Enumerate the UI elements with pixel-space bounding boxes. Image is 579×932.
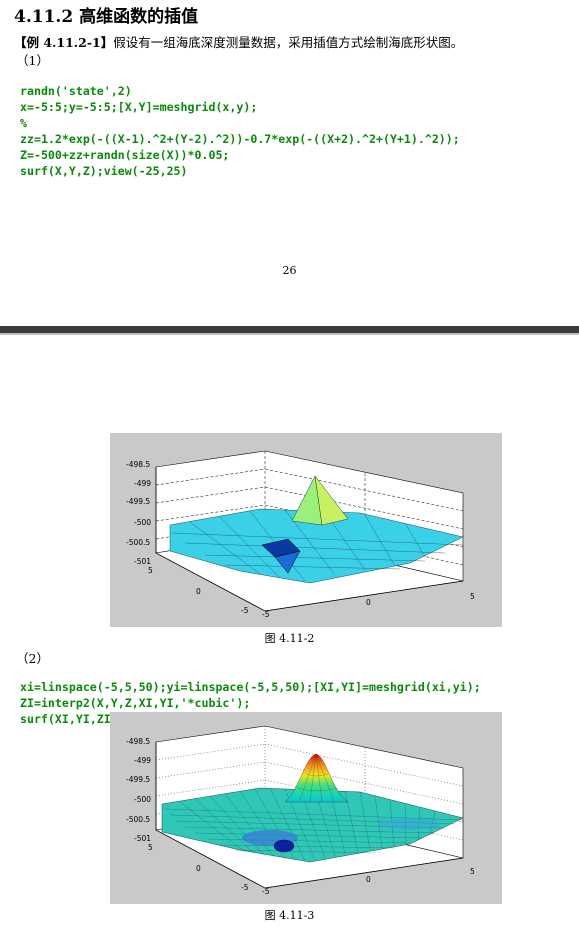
example-tag: 【例 4.11.2-1】 (14, 35, 114, 50)
x-tick: 5 (470, 867, 475, 876)
figure-caption-2: 图 4.11-3 (264, 909, 315, 922)
figure-caption-1: 图 4.11-2 (264, 632, 315, 645)
z-tick: -499.5 (126, 775, 150, 784)
y-tick: 0 (196, 864, 201, 873)
x-tick: 5 (470, 592, 475, 601)
z-tick: -499 (134, 756, 151, 765)
x-tick: -5 (262, 887, 270, 896)
x-tick: 0 (366, 598, 371, 607)
example-text: 假设有一组海底深度测量数据，采用插值方式绘制海底形状图。 (113, 35, 464, 50)
part2-label: （2） (16, 651, 49, 666)
z-tick: -500 (134, 518, 151, 527)
z-tick: -500 (134, 795, 151, 804)
z-tick: -499 (134, 479, 151, 488)
section-title: 4.11.2 高维函数的插值 (14, 7, 199, 27)
x-tick: -5 (262, 610, 270, 619)
code-line: Z=-500+zz+randn(size(X))*0.05; (20, 148, 230, 162)
page-divider (0, 326, 579, 333)
page-number: 26 (282, 264, 297, 277)
y-tick: 5 (148, 843, 153, 852)
code-block-1: randn('state',2) x=-5:5;y=-5:5;[X,Y]=mesh… (20, 67, 460, 195)
y-tick: 0 (196, 587, 201, 596)
code-line: zz=1.2*exp(-((X-1).^2+(Y-2).^2))-0.7*exp… (20, 132, 460, 146)
z-tick: -500.5 (126, 538, 150, 547)
z-tick: -501 (134, 834, 151, 843)
example-heading: 【例 4.11.2-1】假设有一组海底深度测量数据，采用插值方式绘制海底形状图。 (14, 32, 463, 51)
page-divider-shadow (0, 333, 579, 335)
code-line: % (20, 116, 27, 130)
figure-4-11-2: -498.5 -499 -499.5 -500 -500.5 -501 5 0 … (110, 433, 502, 627)
surface-plot-interpolated: -498.5 -499 -499.5 -500 -500.5 -501 5 0 … (126, 725, 475, 896)
code-line: x=-5:5;y=-5:5;[X,Y]=meshgrid(x,y); (20, 100, 258, 114)
part1-label: （1） (16, 53, 49, 68)
z-tick: -498.5 (126, 460, 150, 469)
surface-plot-coarse: -498.5 -499 -499.5 -500 -500.5 -501 5 0 … (126, 450, 475, 619)
x-tick: 0 (366, 875, 371, 884)
figure-4-11-3: -498.5 -499 -499.5 -500 -500.5 -501 5 0 … (110, 712, 502, 904)
y-tick: -5 (241, 883, 249, 892)
z-tick: -501 (134, 557, 151, 566)
z-tick: -498.5 (126, 737, 150, 746)
code-line: xi=linspace(-5,5,50);yi=linspace(-5,5,50… (20, 680, 481, 694)
y-tick: 5 (148, 566, 153, 575)
y-tick: -5 (241, 606, 249, 615)
code-line: ZI=interp2(X,Y,Z,XI,YI,'*cubic'); (20, 696, 251, 710)
code-line: randn('state',2) (20, 84, 132, 98)
code-line: surf(X,Y,Z);view(-25,25) (20, 164, 188, 178)
z-tick: -499.5 (126, 497, 150, 506)
z-tick: -500.5 (126, 815, 150, 824)
